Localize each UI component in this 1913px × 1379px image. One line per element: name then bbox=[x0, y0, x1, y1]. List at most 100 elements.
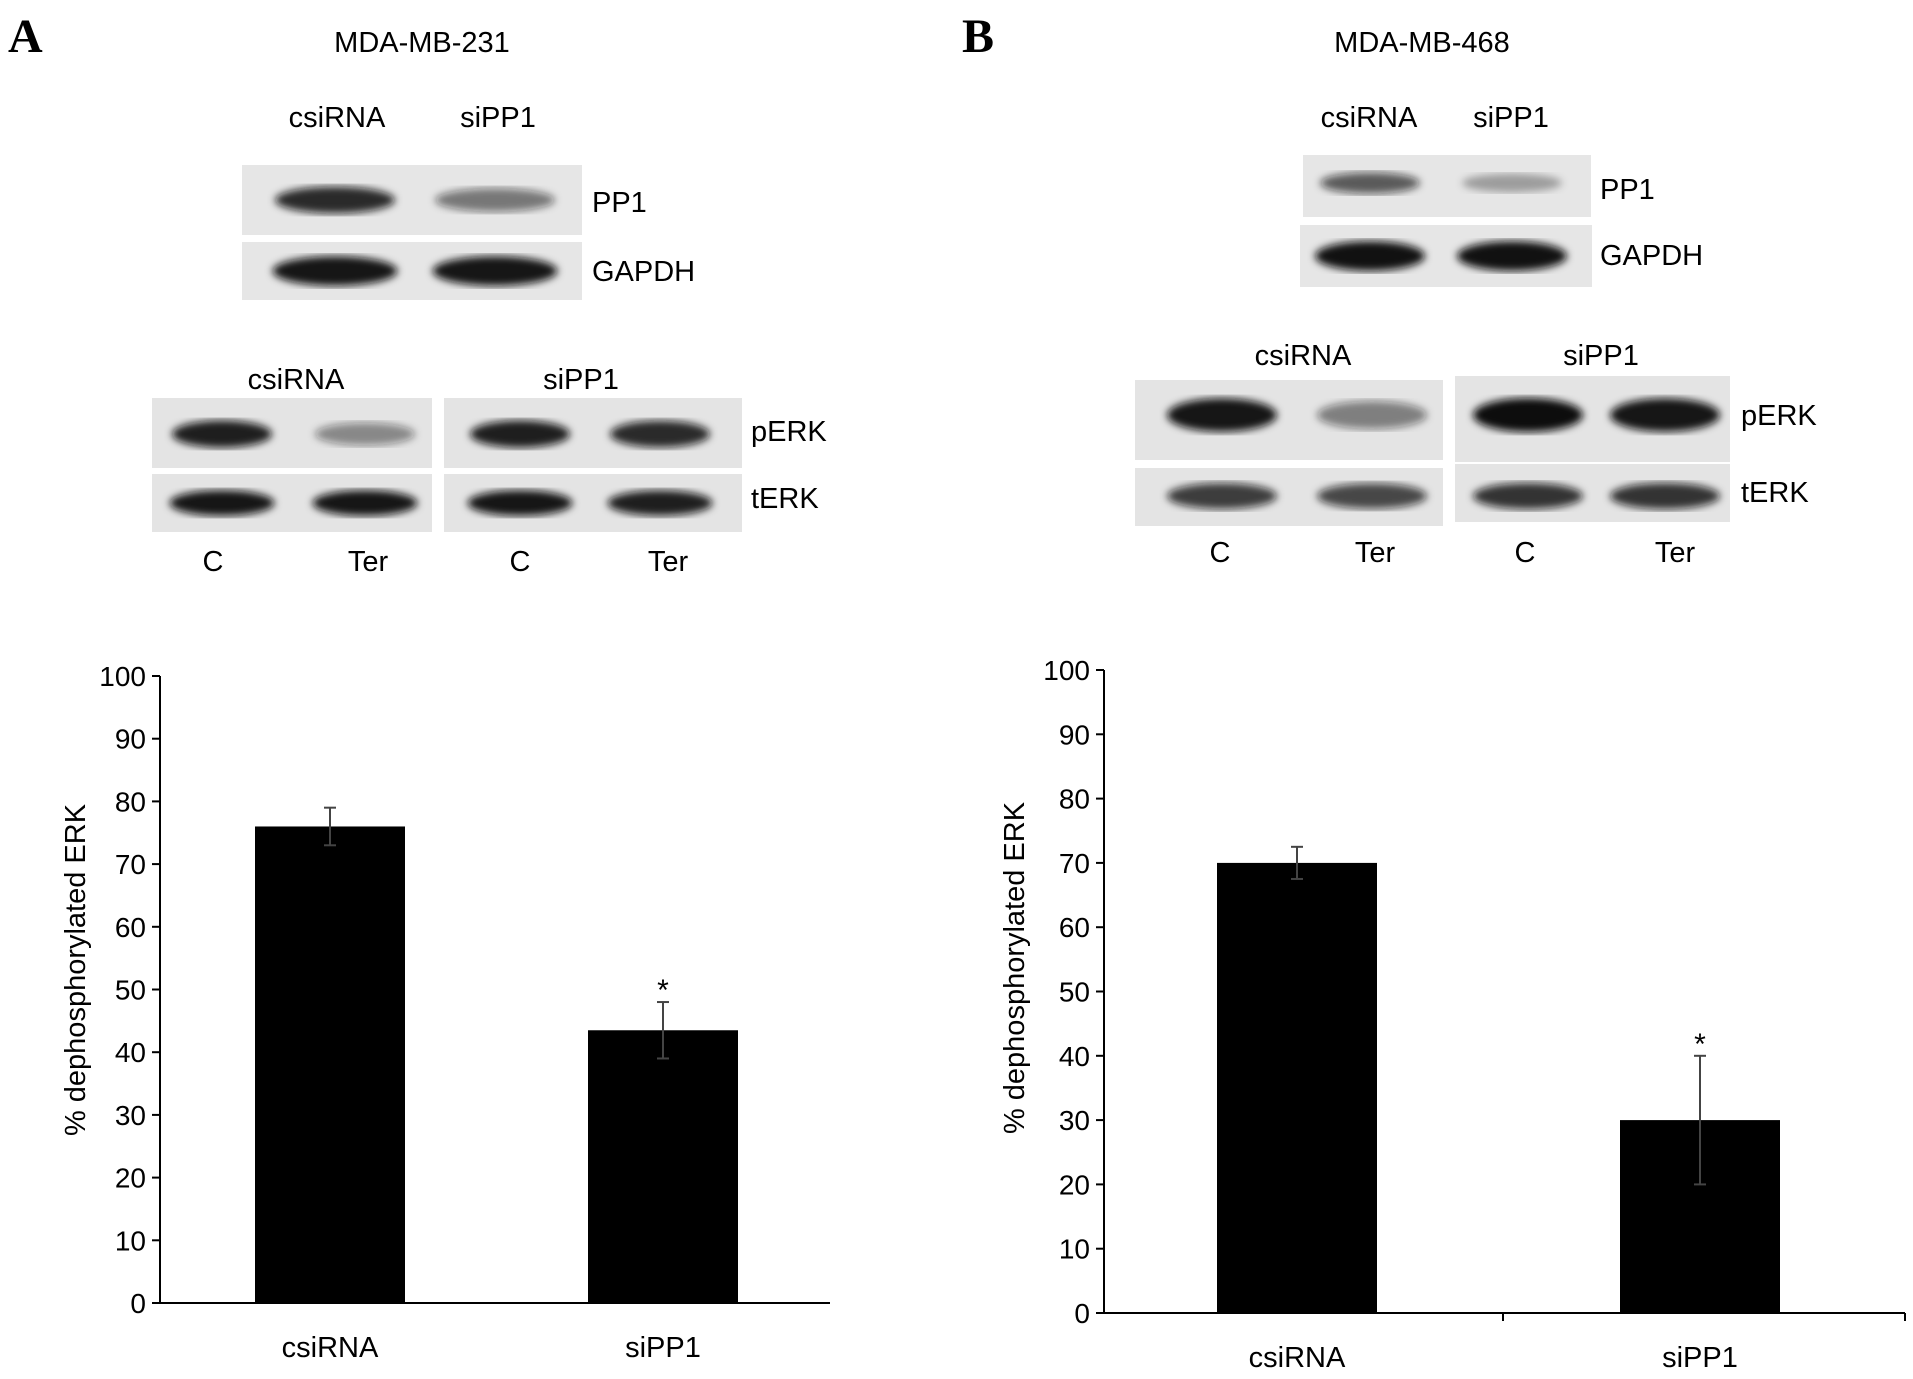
group-label: csiRNA bbox=[1255, 340, 1352, 372]
blot-band bbox=[169, 490, 275, 516]
lane-label: C bbox=[1210, 537, 1231, 569]
lane-label: siPP1 bbox=[1473, 102, 1549, 134]
y-tick-label: 50 bbox=[1059, 977, 1090, 1008]
blot-band bbox=[1610, 482, 1720, 510]
y-tick-label: 60 bbox=[115, 912, 146, 943]
lane-label: C bbox=[510, 546, 531, 578]
bar-chart: % dephosphorylated ERK 0 10 20 30 40 50 60 70 80… bbox=[999, 655, 1906, 1374]
x-category-label: csiRNA bbox=[282, 1332, 379, 1364]
blot-band bbox=[1462, 173, 1562, 193]
bar bbox=[255, 826, 405, 1303]
blot-band bbox=[470, 420, 570, 448]
y-tick-label: 20 bbox=[115, 1163, 146, 1194]
error-bar bbox=[324, 806, 336, 847]
lane-label: C bbox=[1515, 537, 1536, 569]
group-label: siPP1 bbox=[543, 364, 619, 396]
protein-label: pERK bbox=[751, 416, 827, 448]
blot-band bbox=[435, 188, 555, 212]
blot-band bbox=[312, 490, 418, 516]
blot-band bbox=[315, 422, 415, 446]
blot-band bbox=[1320, 172, 1420, 194]
y-tick-label: 90 bbox=[1059, 719, 1090, 750]
panel-a: A MDA-MB-231 csiRNA siPP1 PP1 GAPDH csiR… bbox=[8, 10, 830, 1364]
cell-line-title: MDA-MB-231 bbox=[334, 27, 510, 59]
y-tick-label: 70 bbox=[115, 849, 146, 880]
blot-band bbox=[1317, 483, 1427, 509]
protein-label: tERK bbox=[751, 483, 819, 515]
lane-label: csiRNA bbox=[1321, 102, 1418, 134]
blot-band bbox=[1167, 483, 1277, 509]
blot-strip bbox=[1167, 398, 1720, 432]
y-tick-label: 10 bbox=[1059, 1234, 1090, 1265]
blot-strip bbox=[242, 242, 582, 300]
blot-band bbox=[1457, 241, 1567, 271]
y-tick-label: 40 bbox=[115, 1037, 146, 1068]
blot-band bbox=[1473, 482, 1583, 510]
blot-strip bbox=[242, 165, 582, 235]
y-tick-label: 60 bbox=[1059, 912, 1090, 943]
blot-band bbox=[607, 490, 713, 516]
blot-band bbox=[172, 420, 272, 448]
y-tick-label: 90 bbox=[115, 724, 146, 755]
y-tick-label: 80 bbox=[115, 786, 146, 817]
blot-band bbox=[467, 490, 573, 516]
error-bar bbox=[657, 1001, 669, 1060]
blot-band bbox=[1167, 398, 1277, 432]
bar-chart: % dephosphorylated ERK 0 10 20 30 40 50 60 70 80… bbox=[60, 661, 830, 1364]
protein-label: PP1 bbox=[1600, 174, 1655, 206]
lane-label: Ter bbox=[648, 546, 689, 578]
panel-b: B MDA-MB-468 csiRNA siPP1 PP1 GAPDH csiR… bbox=[962, 10, 1906, 1374]
lane-label: C bbox=[203, 546, 224, 578]
blot-strip bbox=[1300, 225, 1592, 287]
significance-marker: * bbox=[1694, 1028, 1706, 1061]
bar bbox=[588, 1030, 738, 1303]
bar bbox=[1217, 862, 1377, 1313]
x-category-label: siPP1 bbox=[1662, 1342, 1738, 1374]
blot-strip bbox=[1167, 482, 1720, 510]
y-tick-label: 20 bbox=[1059, 1169, 1090, 1200]
protein-label: GAPDH bbox=[592, 256, 695, 288]
blot-band bbox=[1473, 398, 1583, 432]
y-tick-label: 0 bbox=[1074, 1298, 1090, 1329]
significance-marker: * bbox=[657, 974, 669, 1007]
x-category-label: siPP1 bbox=[625, 1332, 701, 1364]
y-axis-label: % dephosphorylated ERK bbox=[999, 801, 1031, 1134]
western-blot-bottom: csiRNA siPP1 pERK tERK C Ter C Ter bbox=[1135, 340, 1817, 569]
lane-label: Ter bbox=[1655, 537, 1696, 569]
y-tick-label: 10 bbox=[115, 1225, 146, 1256]
lane-label: siPP1 bbox=[460, 102, 536, 134]
blot-strip bbox=[1303, 155, 1591, 217]
protein-label: pERK bbox=[1741, 400, 1817, 432]
y-tick-label: 100 bbox=[99, 661, 146, 692]
y-axis-label: % dephosphorylated ERK bbox=[60, 803, 92, 1136]
error-bar bbox=[1291, 845, 1303, 880]
y-tick-label: 50 bbox=[115, 975, 146, 1006]
lane-label: Ter bbox=[348, 546, 389, 578]
protein-label: PP1 bbox=[592, 187, 647, 219]
y-tick-label: 0 bbox=[130, 1288, 146, 1319]
cell-line-title: MDA-MB-468 bbox=[1334, 27, 1510, 59]
group-label: csiRNA bbox=[248, 364, 345, 396]
error-bar bbox=[1694, 1054, 1706, 1186]
y-tick-label: 40 bbox=[1059, 1041, 1090, 1072]
panel-letter: A bbox=[8, 10, 43, 63]
y-tick-label: 70 bbox=[1059, 848, 1090, 879]
blot-band bbox=[272, 256, 398, 286]
blot-strip bbox=[172, 420, 710, 448]
lane-label: csiRNA bbox=[289, 102, 386, 134]
group-label: siPP1 bbox=[1563, 340, 1639, 372]
blot-band bbox=[432, 256, 558, 286]
y-tick-label: 30 bbox=[1059, 1105, 1090, 1136]
blot-strip bbox=[169, 490, 713, 516]
blot-band bbox=[275, 186, 395, 214]
protein-label: GAPDH bbox=[1600, 240, 1703, 272]
x-category-label: csiRNA bbox=[1249, 1342, 1346, 1374]
blot-band bbox=[1315, 241, 1425, 271]
blot-band bbox=[610, 420, 710, 448]
western-blot-top: csiRNA siPP1 PP1 GAPDH bbox=[242, 102, 695, 300]
western-blot-bottom: csiRNA siPP1 pERK tERK C Ter C Ter bbox=[152, 364, 827, 578]
protein-label: tERK bbox=[1741, 477, 1809, 509]
western-blot-top: csiRNA siPP1 PP1 GAPDH bbox=[1300, 102, 1703, 287]
blot-band bbox=[1317, 401, 1427, 429]
lane-label: Ter bbox=[1355, 537, 1396, 569]
